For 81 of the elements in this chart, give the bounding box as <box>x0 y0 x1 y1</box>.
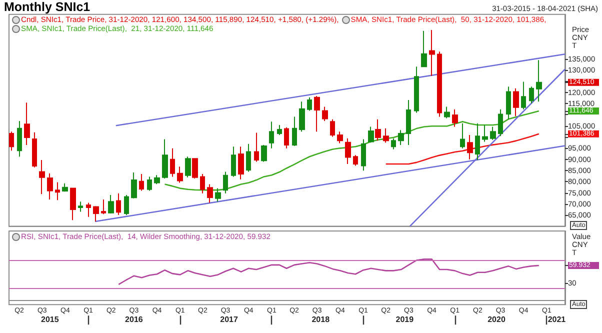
candlestick <box>353 154 358 166</box>
candlestick <box>9 131 14 152</box>
x2-tick-label: 2016 <box>125 315 144 324</box>
candlestick <box>292 116 297 146</box>
candlestick <box>185 156 191 178</box>
candlestick <box>47 172 53 200</box>
candlestick <box>200 174 205 194</box>
candlestick <box>406 100 411 146</box>
line-series <box>385 133 540 165</box>
candlestick <box>314 96 320 132</box>
candlestick <box>444 106 450 119</box>
candlestick <box>86 202 91 218</box>
candlestick <box>452 108 458 128</box>
candlestick <box>467 134 473 160</box>
candlestick <box>498 108 503 137</box>
candlestick <box>475 122 480 160</box>
chart-title: Monthly SNIc1 <box>4 0 90 14</box>
x2-tick-label: 2021 <box>548 315 566 324</box>
candlestick <box>246 143 251 172</box>
candlestick <box>506 86 511 120</box>
candlestick <box>131 172 137 199</box>
candlestick <box>78 201 83 212</box>
candlestick <box>70 188 76 221</box>
candlestick <box>299 101 305 132</box>
candlestick <box>139 174 144 192</box>
candlestick <box>93 206 99 222</box>
x2-tick-label: 2018 <box>312 315 330 324</box>
x2-tick-label: 2017 <box>220 315 238 324</box>
candlestick <box>177 166 183 184</box>
candlestick <box>521 81 526 110</box>
candlestick <box>375 118 381 142</box>
candlestick <box>108 194 114 214</box>
candlestick <box>215 188 221 202</box>
candlestick <box>32 132 37 168</box>
candlestick <box>170 148 175 178</box>
x2-tick-label: 2019 <box>396 315 414 324</box>
candlestick <box>101 198 106 215</box>
candlestick <box>482 124 488 142</box>
candlestick <box>238 146 244 180</box>
candlestick <box>429 30 435 76</box>
candlestick <box>116 192 121 216</box>
candlestick <box>460 122 465 149</box>
candlestick <box>322 106 328 122</box>
candlestick <box>223 171 228 194</box>
candlestick <box>147 176 152 192</box>
candlestick <box>361 138 366 172</box>
candlestick <box>437 51 442 118</box>
x2-tick-label: 2015 <box>41 315 60 324</box>
candlestick <box>345 138 351 164</box>
candlestick <box>162 138 168 179</box>
candlestick <box>421 30 427 68</box>
candlestick <box>17 120 22 158</box>
candlestick <box>529 86 534 104</box>
candlestick <box>55 182 60 201</box>
candlestick <box>383 128 389 144</box>
candlestick <box>513 88 519 117</box>
candlestick <box>39 159 45 195</box>
candlestick <box>391 138 396 150</box>
candlestick <box>490 126 496 140</box>
line-series <box>118 258 540 286</box>
candlestick <box>330 118 335 138</box>
candlestick <box>254 132 259 162</box>
candlestick <box>307 96 312 112</box>
candlestick <box>536 60 542 102</box>
candlestick <box>207 184 213 204</box>
candlestick <box>124 194 129 216</box>
candlestick <box>192 158 198 179</box>
candlestick <box>269 121 274 149</box>
candlestick <box>154 174 160 185</box>
candlestick <box>261 144 267 162</box>
candlestick <box>284 126 289 149</box>
candlestick <box>231 146 236 178</box>
candlestick <box>337 131 343 144</box>
candlestick <box>24 102 30 146</box>
candlestick <box>368 126 374 144</box>
candlestick <box>398 130 404 146</box>
candlestick <box>62 182 68 192</box>
candlestick <box>414 66 419 114</box>
line-series <box>164 110 540 191</box>
x2-tick-label: 2020 <box>488 315 506 324</box>
candlestick <box>277 124 282 136</box>
